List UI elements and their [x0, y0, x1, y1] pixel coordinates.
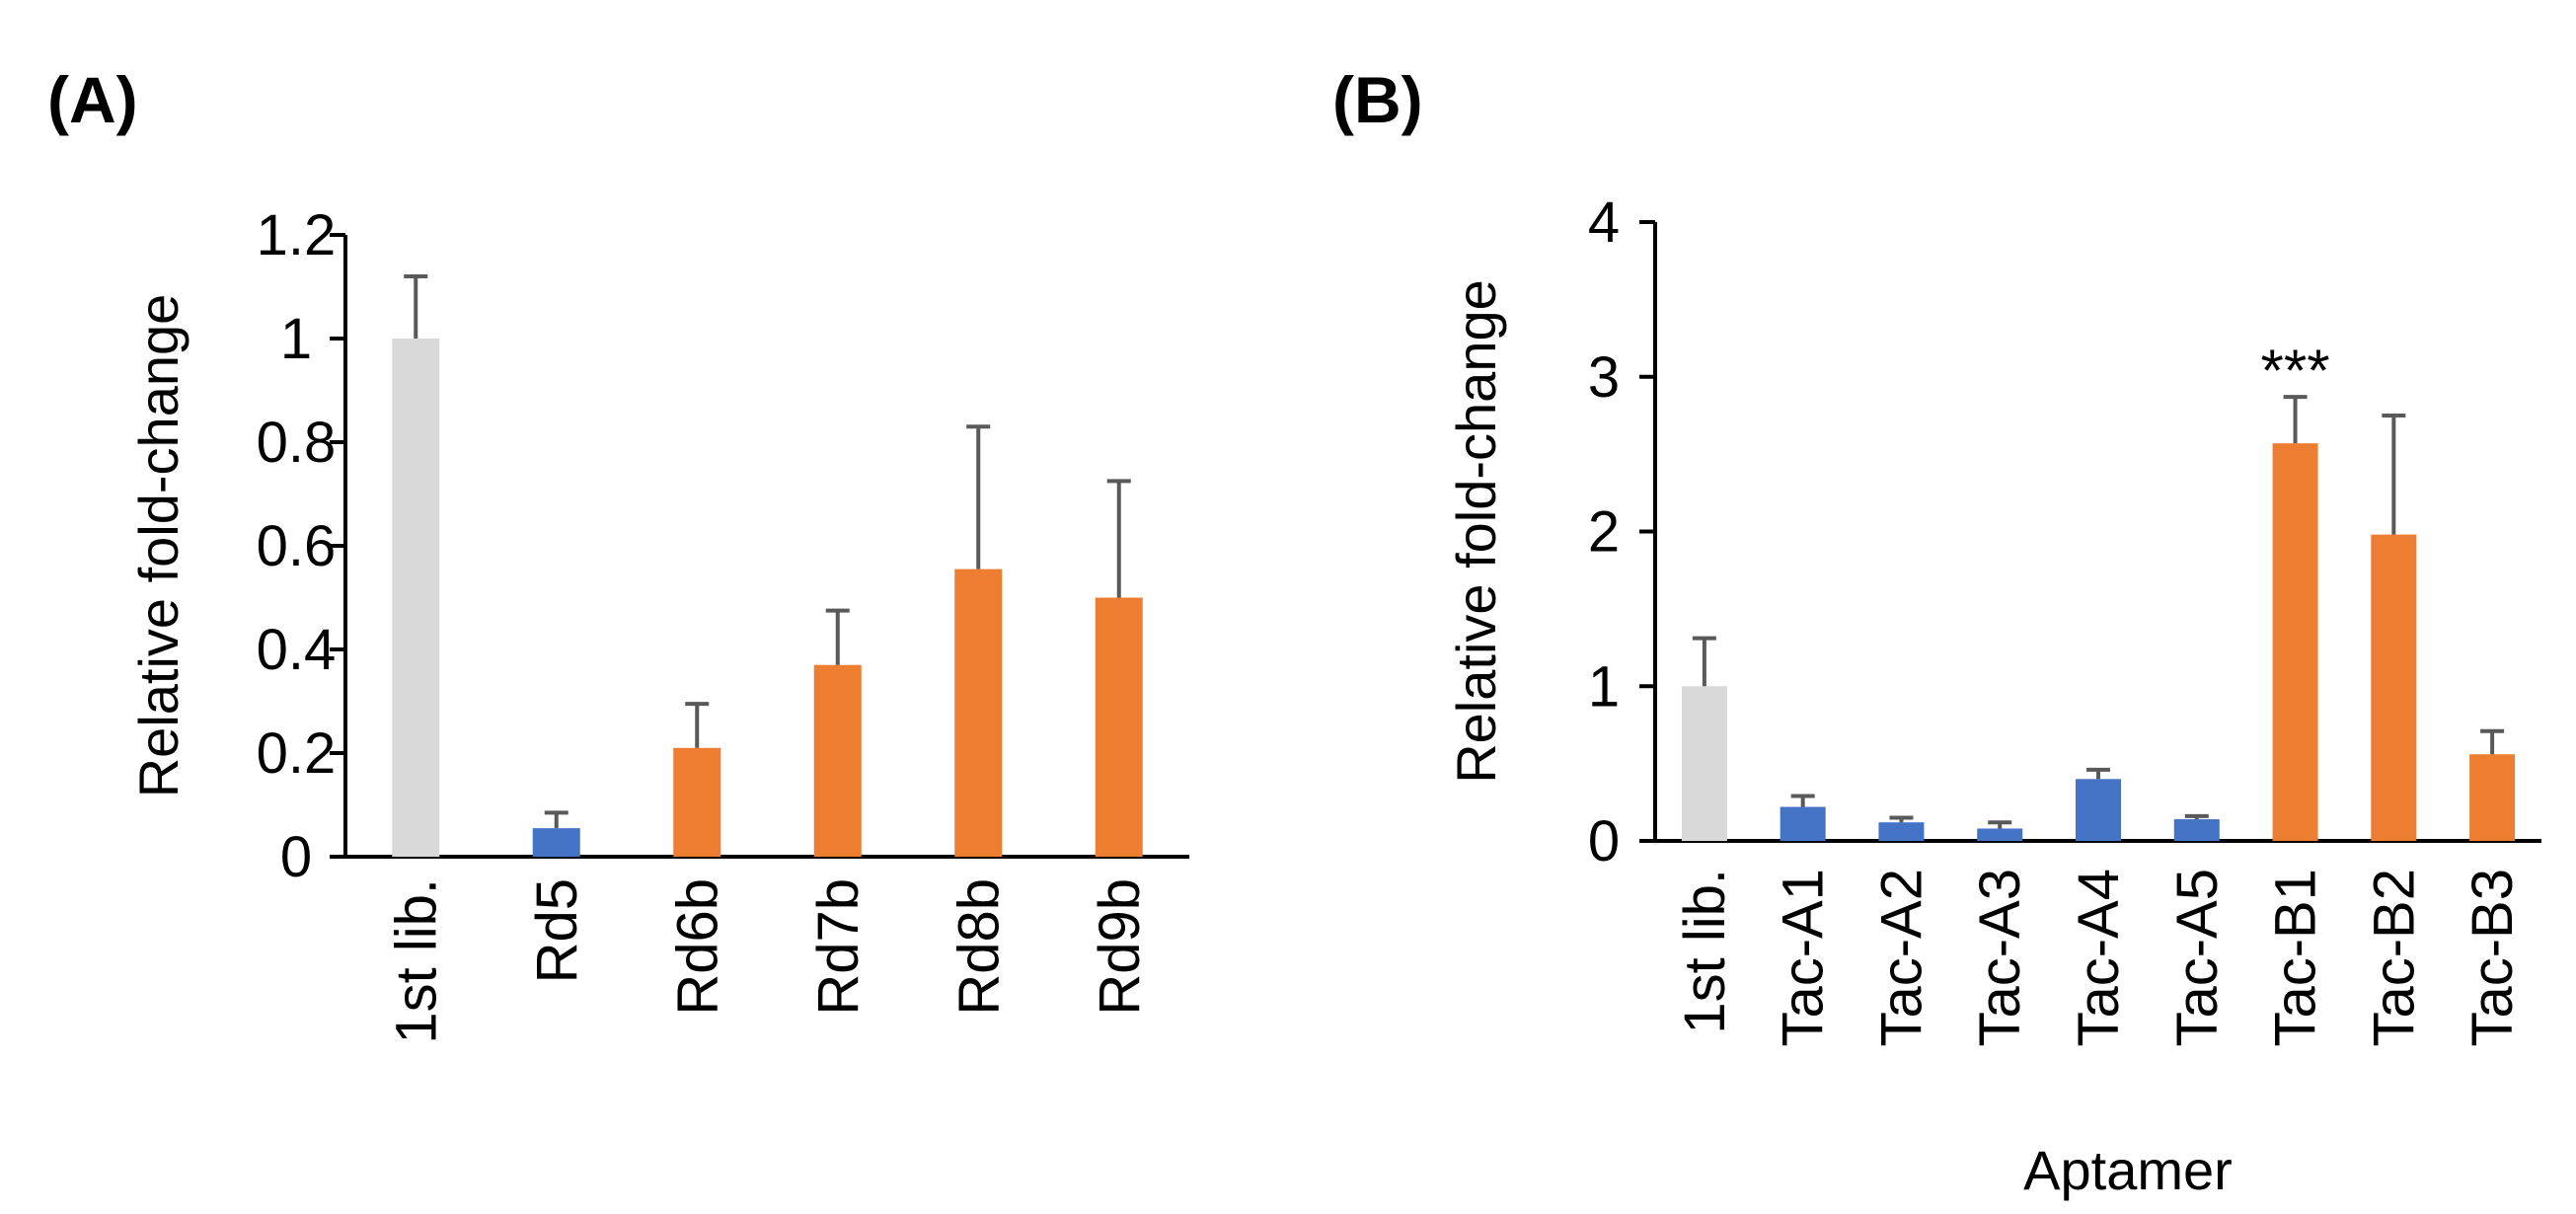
y-tick-label: 0.4: [257, 618, 337, 682]
x-tick-label: Tac-B2: [2362, 869, 2426, 1047]
x-tick-label: Tac-B1: [2264, 869, 2328, 1047]
y-tick-label: 4: [1588, 190, 1620, 255]
bar: [532, 828, 580, 857]
panel-label-a: (A): [47, 63, 138, 136]
bar: [2371, 534, 2417, 841]
x-tick-label: Rd8b: [947, 878, 1011, 1016]
x-tick-label: Rd7b: [806, 878, 871, 1016]
bar: [1095, 597, 1143, 857]
y-axis-title: Relative fold-change: [127, 294, 189, 798]
bar: [673, 747, 721, 857]
y-tick-label: 0: [280, 825, 312, 889]
x-axis-title: Aptamer: [2023, 1139, 2233, 1201]
y-tick-label: 0.2: [257, 721, 337, 786]
y-tick-label: 1: [1588, 654, 1620, 719]
y-axis-title: Relative fold-change: [1445, 279, 1507, 784]
bar: [2469, 754, 2516, 841]
bar: [392, 339, 440, 857]
x-tick-label: 1st lib.: [384, 878, 448, 1044]
y-tick-label: 1: [280, 307, 312, 371]
chart-b: 0 1 2 3 4 Relative fold-change 1st lib. Tac-A1 T…: [1445, 190, 2541, 1201]
x-tick-label: Tac-B3: [2461, 869, 2525, 1047]
y-tick-label: 0.6: [257, 514, 337, 578]
bar: [1878, 822, 1925, 841]
significance-annotation: ***: [2261, 338, 2330, 404]
y-tick-label: 0.8: [257, 411, 337, 475]
bar: [1977, 828, 2023, 841]
x-tick-label: Tac-A2: [1869, 869, 1933, 1047]
bar: [2076, 779, 2121, 841]
x-tick-label: Rd5: [525, 878, 589, 983]
bar: [1681, 686, 1727, 841]
y-tick-label: 1.2: [257, 203, 337, 267]
y-tick-label: 3: [1588, 345, 1620, 410]
x-tick-label: Rd6b: [665, 878, 729, 1016]
bar: [2272, 443, 2318, 841]
x-tick-label: Rd9b: [1088, 878, 1152, 1016]
y-tick-label: 0: [1588, 809, 1620, 873]
x-tick-label: Tac-A1: [1772, 869, 1836, 1047]
x-tick-label: Tac-A3: [1968, 869, 2032, 1047]
x-tick-label: Tac-A4: [2067, 869, 2131, 1047]
x-tick-label: 1st lib.: [1673, 869, 1737, 1034]
bar: [954, 569, 1003, 857]
bar: [1780, 806, 1826, 841]
x-tick-label: Tac-A5: [2165, 869, 2230, 1047]
chart-a: 0 0.2 0.4 0.6 0.8 1 1.2 Relative fold-change 1st…: [127, 203, 1189, 1044]
bar: [813, 664, 862, 857]
panel-label-b: (B): [1332, 63, 1423, 136]
y-tick-label: 2: [1588, 500, 1620, 565]
bar: [2173, 819, 2220, 841]
